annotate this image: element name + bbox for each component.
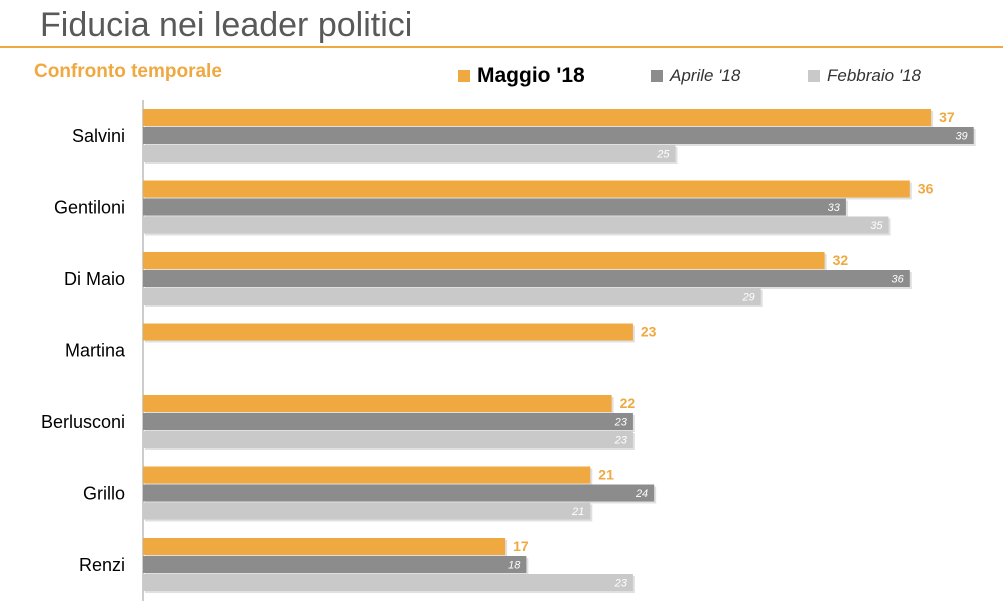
category-label-di-maio: Di Maio — [64, 269, 125, 289]
legend-item-aprile: Aprile '18 — [651, 66, 771, 88]
bar-aprile-18-di-maio — [143, 270, 910, 287]
bar-febbraio-18-grillo — [143, 502, 591, 520]
data-label-maggio-18-salvini: 37 — [939, 109, 955, 125]
category-label-martina: Martina — [65, 341, 126, 361]
data-label-aprile-18-di-maio: 36 — [892, 274, 905, 286]
bar-febbraio-18-gentiloni — [143, 216, 889, 234]
data-label-febbraio-18-gentiloni: 35 — [870, 220, 883, 232]
data-label-febbraio-18-berlusconi: 23 — [614, 435, 628, 447]
bar-aprile-18-gentiloni — [143, 198, 846, 216]
legend-label-febbraio: Febbraio '18 — [827, 66, 921, 85]
data-label-aprile-18-renzi: 18 — [508, 560, 521, 572]
legend-swatch-aprile — [651, 70, 663, 82]
data-label-maggio-18-berlusconi: 22 — [620, 395, 636, 411]
data-label-maggio-18-renzi: 17 — [513, 538, 529, 554]
data-label-maggio-18-martina: 23 — [641, 324, 657, 340]
chart-subtitle: Confronto temporale — [34, 61, 222, 82]
bar-maggio-18-salvini — [143, 109, 932, 126]
bar-maggio-18-di-maio — [143, 252, 825, 269]
data-label-aprile-18-salvini: 39 — [955, 131, 967, 143]
data-label-febbraio-18-di-maio: 29 — [741, 292, 754, 304]
data-label-maggio-18-gentiloni: 36 — [918, 181, 934, 197]
category-label-grillo: Grillo — [83, 484, 125, 504]
bar-aprile-18-salvini — [143, 127, 974, 144]
bar-aprile-18-berlusconi — [143, 413, 633, 430]
bar-aprile-18-grillo — [143, 484, 655, 502]
page-title: Fiducia nei leader politici — [40, 6, 413, 44]
bar-febbraio-18-berlusconi — [143, 431, 633, 448]
data-label-febbraio-18-salvini: 25 — [656, 149, 670, 161]
legend-label-maggio: Maggio '18 — [477, 64, 585, 87]
bar-maggio-18-grillo — [143, 466, 591, 484]
bar-aprile-18-renzi — [143, 556, 527, 573]
category-label-salvini: Salvini — [72, 126, 125, 146]
bar-maggio-18-renzi — [143, 538, 506, 555]
bar-febbraio-18-renzi — [143, 574, 633, 591]
bar-febbraio-18-di-maio — [143, 288, 761, 305]
legend-item-febbraio: Febbraio '18 — [808, 66, 948, 88]
bar-maggio-18-gentiloni — [143, 180, 910, 198]
bar-maggio-18-berlusconi — [143, 395, 612, 412]
category-label-gentiloni: Gentiloni — [54, 198, 125, 218]
legend-swatch-febbraio — [808, 70, 820, 82]
category-label-berlusconi: Berlusconi — [41, 412, 125, 432]
legend-item-maggio: Maggio '18 — [458, 64, 608, 90]
bar-maggio-18-martina — [143, 323, 633, 341]
data-label-maggio-18-di-maio: 32 — [833, 252, 849, 268]
data-label-febbraio-18-grillo: 21 — [571, 506, 584, 518]
title-underline — [0, 46, 1003, 48]
legend-swatch-maggio — [458, 70, 470, 82]
data-label-aprile-18-gentiloni: 33 — [828, 202, 841, 214]
legend-label-aprile: Aprile '18 — [670, 66, 741, 85]
bar-febbraio-18-salvini — [143, 145, 676, 162]
data-label-aprile-18-grillo: 24 — [635, 488, 648, 500]
category-label-renzi: Renzi — [79, 555, 125, 575]
data-label-maggio-18-grillo: 21 — [598, 467, 614, 483]
data-label-febbraio-18-renzi: 23 — [614, 578, 628, 590]
data-label-aprile-18-berlusconi: 23 — [614, 417, 628, 429]
